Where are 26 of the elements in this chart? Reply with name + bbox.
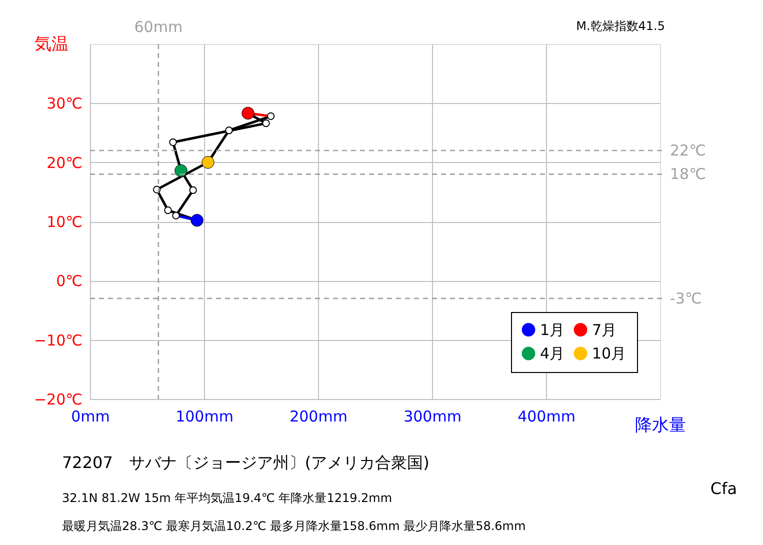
text: 最暖月気温28.3℃ 最寒月気温10.2℃ 最多月降水量158.6mm 最少月降水量58.6mm	[62, 519, 526, 533]
y-tick-label: 20℃	[46, 154, 82, 172]
x-tick-label: 100mm	[176, 408, 234, 426]
x-tick-label: 300mm	[404, 408, 462, 426]
y-tick-label: 10℃	[46, 213, 82, 231]
text: M.乾燥指数41.5	[576, 19, 665, 33]
legend-label: 4月	[540, 344, 565, 362]
y-axis-title: 気温	[34, 34, 68, 54]
text: Cfa	[710, 479, 737, 498]
text: 72207 サバナ〔ジョージア州〕(アメリカ合衆国)	[62, 453, 430, 472]
ref-line-label: 22℃	[670, 142, 706, 160]
y-tick-label: −10℃	[34, 331, 82, 350]
legend-label: 1月	[540, 320, 565, 339]
y-tick-label: 30℃	[46, 94, 82, 113]
legend-label: 7月	[592, 320, 617, 339]
legend-label: 10月	[592, 344, 626, 362]
y-tick-label: 0℃	[56, 272, 82, 290]
x-tick-label: 400mm	[518, 408, 576, 426]
x-axis-title: 降水量	[635, 416, 686, 436]
ref-line-label: -3℃	[670, 289, 702, 308]
x-tick-label: 0mm	[71, 408, 110, 426]
ref-line-label: 18℃	[670, 165, 706, 184]
y-tick-label: −20℃	[34, 390, 82, 408]
x-tick-label: 200mm	[290, 408, 348, 426]
text: 32.1N 81.2W 15m 年平均気温19.4℃ 年降水量1219.2mm	[62, 491, 392, 505]
ref-line-label: 60mm	[134, 18, 183, 36]
